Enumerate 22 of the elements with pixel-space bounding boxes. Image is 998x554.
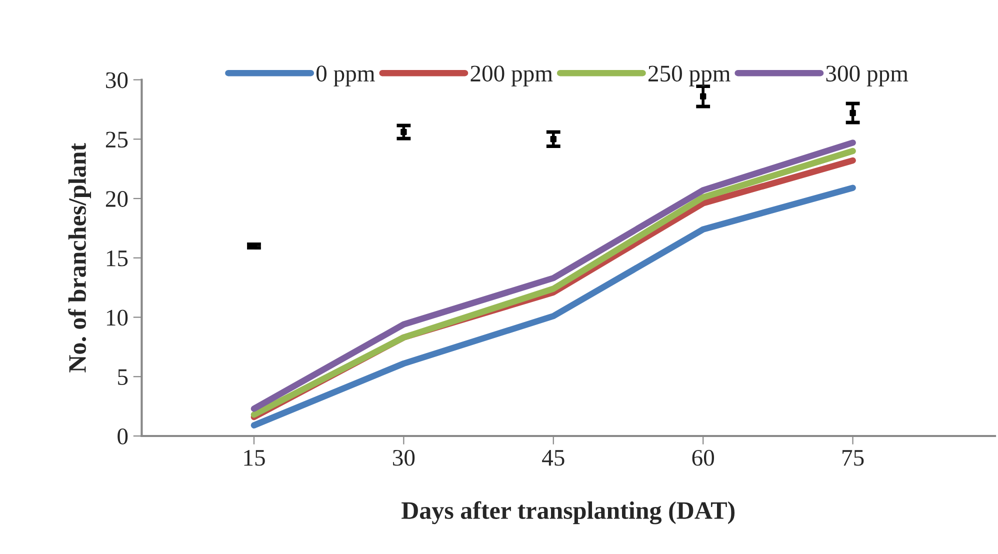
x-tick-label: 45 bbox=[542, 450, 564, 466]
x-tick-label: 75 bbox=[842, 450, 864, 466]
y-tick-label: 15 bbox=[106, 250, 128, 266]
legend-label: 0 ppm bbox=[316, 66, 375, 86]
y-tick-label: 30 bbox=[106, 72, 128, 88]
y-tick-label: 0 bbox=[118, 428, 128, 444]
y-tick-label: 20 bbox=[106, 191, 128, 207]
legend-label: 200 ppm bbox=[470, 66, 553, 86]
point bbox=[400, 128, 407, 136]
point bbox=[700, 93, 706, 100]
legend-label: 250 ppm bbox=[648, 66, 730, 86]
y-axis-title: No. of branches/plant bbox=[68, 143, 92, 372]
x-tick-label: 60 bbox=[692, 450, 714, 466]
x-tick-label: 30 bbox=[393, 450, 415, 466]
y-tick-label: 5 bbox=[118, 369, 128, 386]
x-tick-label: 15 bbox=[244, 450, 265, 466]
y-tick-label: 25 bbox=[106, 132, 128, 148]
y-tick-label: 10 bbox=[106, 310, 128, 326]
legend-label: 300 ppm bbox=[826, 66, 908, 86]
x-axis-title: Days after transplanting (DAT) bbox=[402, 501, 735, 524]
point bbox=[550, 136, 556, 142]
point bbox=[850, 110, 856, 116]
